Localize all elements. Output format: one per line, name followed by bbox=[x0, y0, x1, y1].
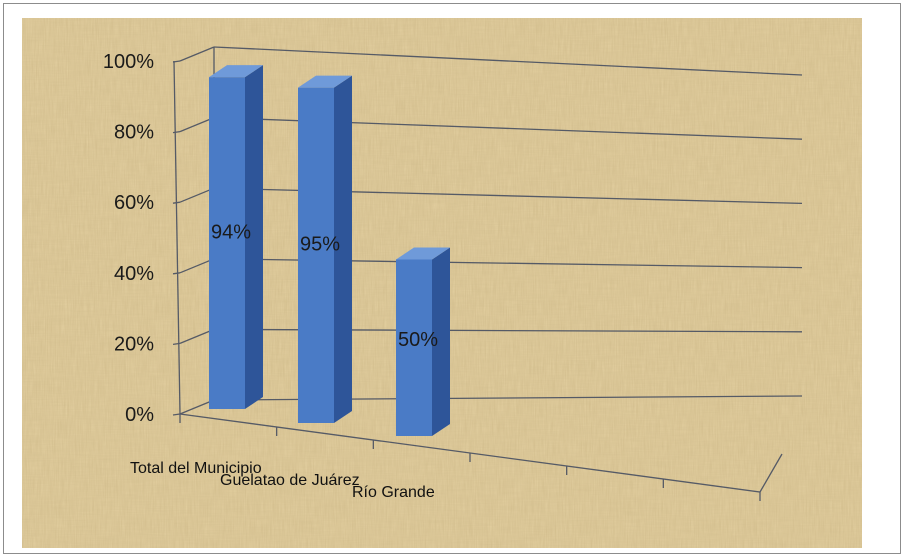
y-tick-label: 60% bbox=[114, 192, 154, 214]
y-tick-mark bbox=[172, 413, 181, 416]
bar bbox=[396, 259, 432, 436]
front-wall-edge bbox=[173, 60, 181, 415]
y-tick-mark bbox=[172, 130, 181, 134]
bar-side bbox=[245, 65, 263, 410]
bar bbox=[209, 77, 245, 410]
y-tick-label: 0% bbox=[125, 404, 154, 426]
side-gridline bbox=[179, 399, 215, 415]
side-gridline bbox=[179, 187, 215, 203]
y-tick-mark bbox=[172, 60, 181, 63]
chart-frame: 0% 20% 40% 60% 80% 100% 94% 95% 50% Total del M… bbox=[3, 3, 901, 554]
y-tick-mark bbox=[172, 201, 181, 204]
y-tick-mark bbox=[172, 342, 181, 346]
bar-side bbox=[432, 247, 450, 436]
y-tick-label: 40% bbox=[114, 263, 154, 285]
side-gridline bbox=[179, 46, 215, 62]
bar-side bbox=[334, 75, 352, 424]
side-gridline bbox=[179, 116, 215, 133]
category-label: Guelatao de Juárez bbox=[220, 472, 360, 489]
y-tick-label: 80% bbox=[114, 122, 154, 144]
chart-plot-area: 0% 20% 40% 60% 80% 100% 94% 95% 50% Total del M… bbox=[22, 18, 862, 548]
side-gridline bbox=[179, 328, 215, 345]
bar-top bbox=[396, 247, 450, 260]
side-gridline bbox=[179, 258, 215, 274]
bar-top bbox=[298, 75, 352, 88]
y-tick-label: 20% bbox=[114, 333, 154, 355]
back-gridline bbox=[213, 46, 803, 76]
data-label: 94% bbox=[211, 221, 251, 243]
data-labels: 94% 95% 50% bbox=[211, 221, 438, 351]
bars bbox=[209, 65, 450, 436]
column-chart: 0% 20% 40% 60% 80% 100% 94% 95% 50% Total del M… bbox=[22, 18, 862, 548]
y-tick-label: 100% bbox=[103, 51, 154, 73]
bar bbox=[298, 87, 334, 424]
category-label: Total del Municipio bbox=[130, 460, 262, 477]
bar-top bbox=[209, 65, 263, 78]
y-tick-mark bbox=[172, 272, 181, 275]
category-label: Río Grande bbox=[352, 484, 435, 501]
data-label: 50% bbox=[398, 329, 438, 351]
y-axis-tick-labels: 0% 20% 40% 60% 80% 100% bbox=[103, 51, 154, 426]
data-label: 95% bbox=[300, 234, 340, 256]
